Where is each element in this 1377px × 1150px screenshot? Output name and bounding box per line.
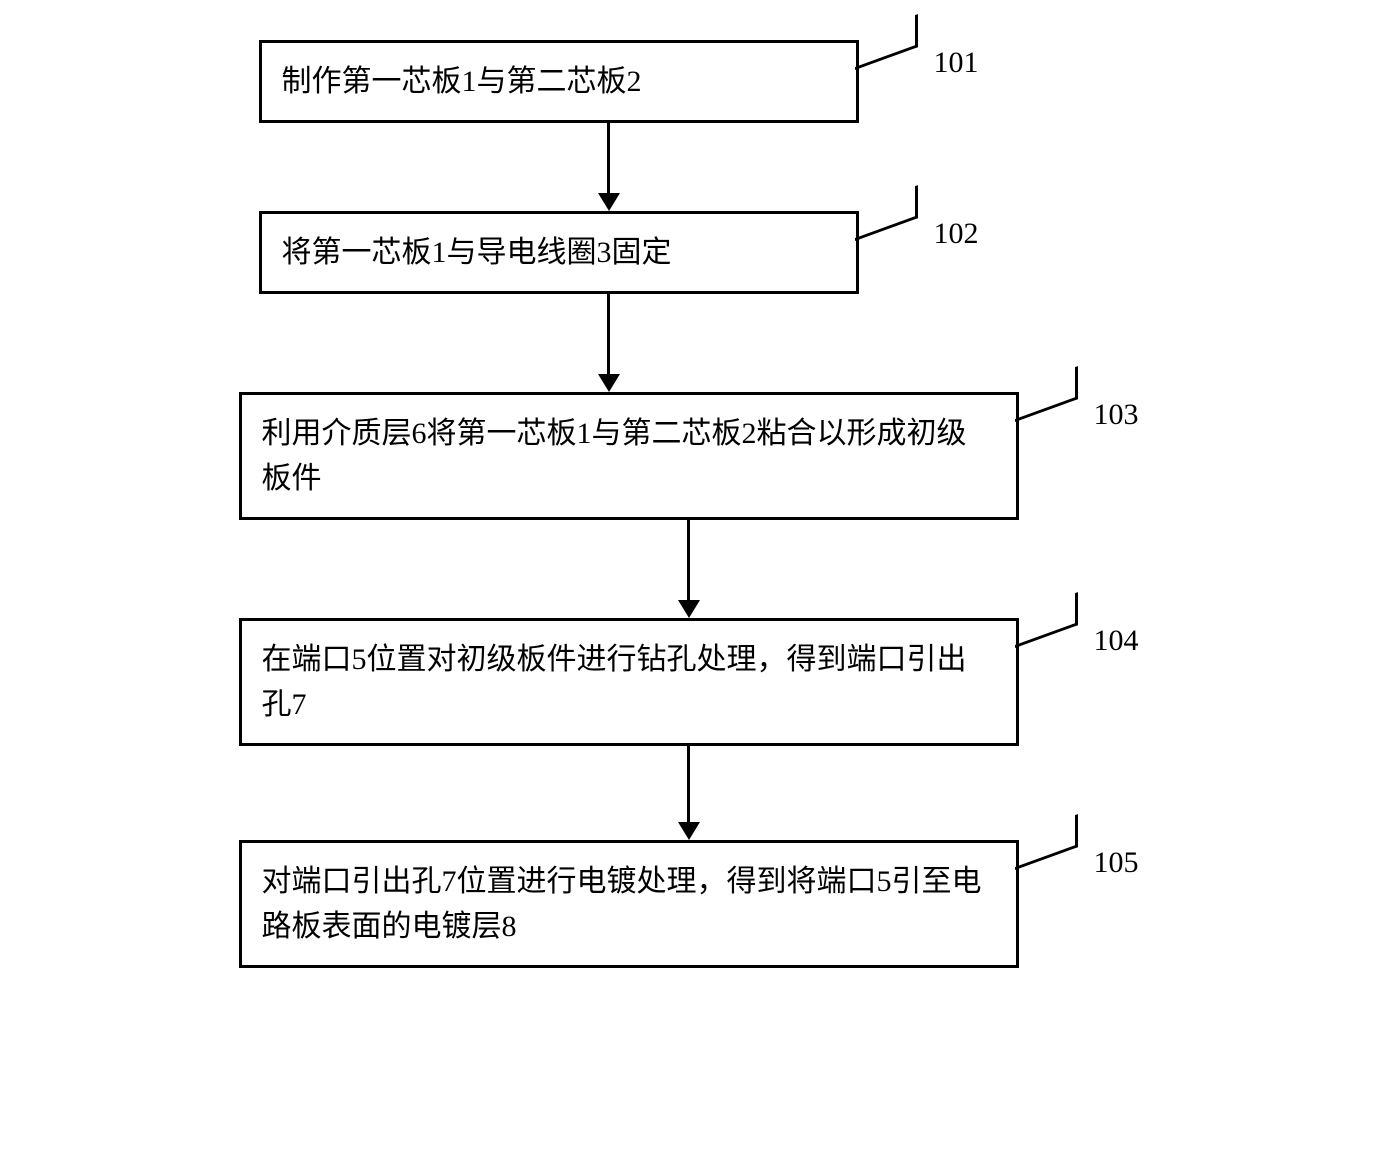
arrow xyxy=(239,123,1139,211)
label-connector: 105 xyxy=(1015,840,1139,880)
flowchart-container: 制作第一芯板1与第二芯板2 101 将第一芯板1与导电线圈3固定 102 利用介… xyxy=(239,40,1139,968)
arrow-head-icon xyxy=(678,600,700,618)
step-label-101: 101 xyxy=(934,46,979,80)
arrow xyxy=(239,520,1139,618)
arrow-head-icon xyxy=(678,822,700,840)
step-row: 在端口5位置对初级板件进行钻孔处理，得到端口引出孔7 104 xyxy=(239,618,1139,746)
label-connector: 103 xyxy=(1015,392,1139,432)
step-box-101: 制作第一芯板1与第二芯板2 xyxy=(259,40,859,123)
step-row: 对端口引出孔7位置进行电镀处理，得到将端口5引至电路板表面的电镀层8 105 xyxy=(239,840,1139,968)
arrow xyxy=(239,294,1139,392)
step-text: 利用介质层6将第一芯板1与第二芯板2粘合以形成初级板件 xyxy=(262,417,967,495)
arrow-line xyxy=(607,294,610,374)
arrow xyxy=(239,746,1139,840)
step-row: 利用介质层6将第一芯板1与第二芯板2粘合以形成初级板件 103 xyxy=(239,392,1139,520)
label-tick xyxy=(855,14,918,70)
step-text: 对端口引出孔7位置进行电镀处理，得到将端口5引至电路板表面的电镀层8 xyxy=(262,865,982,943)
arrow-line xyxy=(687,520,690,600)
step-label-105: 105 xyxy=(1094,846,1139,880)
label-connector: 102 xyxy=(855,211,979,251)
step-box-102: 将第一芯板1与导电线圈3固定 xyxy=(259,211,859,294)
step-label-102: 102 xyxy=(934,217,979,251)
step-text: 将第一芯板1与导电线圈3固定 xyxy=(282,236,672,269)
step-label-103: 103 xyxy=(1094,398,1139,432)
step-row: 将第一芯板1与导电线圈3固定 102 xyxy=(239,211,1139,294)
arrow-head-icon xyxy=(598,193,620,211)
label-connector: 101 xyxy=(855,40,979,80)
arrow-head-icon xyxy=(598,374,620,392)
arrow-line xyxy=(607,123,610,193)
step-label-104: 104 xyxy=(1094,624,1139,658)
step-text: 在端口5位置对初级板件进行钻孔处理，得到端口引出孔7 xyxy=(262,643,967,721)
step-box-104: 在端口5位置对初级板件进行钻孔处理，得到端口引出孔7 xyxy=(239,618,1019,746)
arrow-line xyxy=(687,746,690,822)
step-box-103: 利用介质层6将第一芯板1与第二芯板2粘合以形成初级板件 xyxy=(239,392,1019,520)
step-row: 制作第一芯板1与第二芯板2 101 xyxy=(239,40,1139,123)
label-connector: 104 xyxy=(1015,618,1139,658)
step-text: 制作第一芯板1与第二芯板2 xyxy=(282,65,642,98)
step-box-105: 对端口引出孔7位置进行电镀处理，得到将端口5引至电路板表面的电镀层8 xyxy=(239,840,1019,968)
